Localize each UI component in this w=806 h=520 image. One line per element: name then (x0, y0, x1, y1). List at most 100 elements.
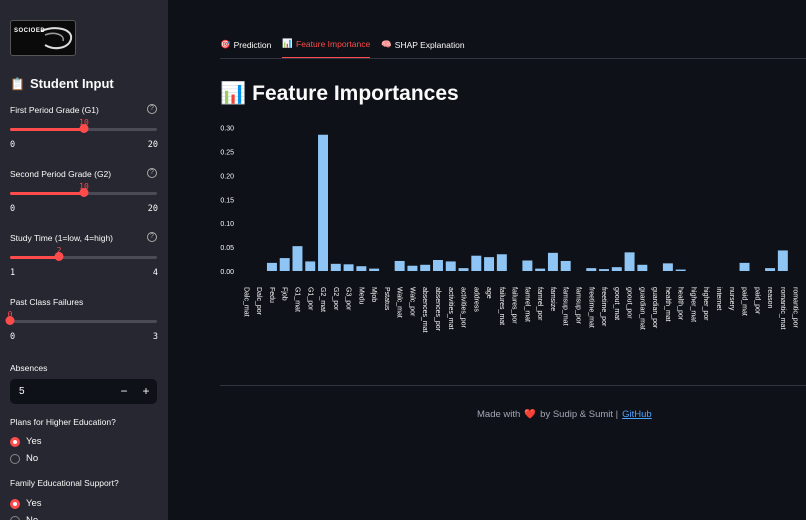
x-tick-label: famsize (549, 287, 556, 311)
slider-track[interactable] (10, 256, 157, 259)
tab-bar: 🎯 Prediction 📊 Feature Importance 🧠 SHAP… (220, 38, 465, 59)
slider-label: First Period Grade (G1) (10, 105, 99, 115)
x-tick-label: famrel_mat (523, 287, 530, 322)
x-tick-label: famrel_por (536, 287, 543, 321)
x-tick-label: G3_por (345, 287, 352, 311)
x-tick-label: failures_mat (498, 287, 505, 325)
chart-bar (305, 261, 316, 271)
radio-selected-icon[interactable] (10, 498, 20, 509)
family-support-no-option[interactable]: No (10, 515, 38, 520)
slider-block: Second Period Grade (G2)? 10 0 20 (10, 168, 158, 229)
help-icon[interactable]: ? (147, 104, 157, 114)
chart-bar (675, 269, 686, 271)
chart-bar (484, 257, 495, 271)
chart-bar (318, 134, 329, 271)
x-tick-label: G1_por (306, 287, 313, 311)
x-tick-label: guardian_mat (638, 287, 645, 330)
chart-bar (292, 246, 303, 271)
slider-min: 0 (10, 140, 16, 150)
x-tick-label: G2_mat (319, 287, 326, 312)
x-tick-label: Fedu (268, 287, 275, 303)
slider-thumb[interactable] (54, 252, 64, 261)
x-tick-label: goout_mat (613, 287, 620, 320)
option-label: Yes (26, 436, 42, 447)
slider-thumb[interactable] (79, 188, 89, 197)
page-title-text: Feature Importances (252, 82, 459, 105)
y-tick-label: 0.05 (220, 245, 234, 252)
slider-block: Past Class Failures 0 0 3 (5, 297, 158, 357)
chart-bar (343, 264, 354, 271)
x-tick-label: address (472, 287, 479, 312)
tab-feature-importance[interactable]: 📊 Feature Importance (282, 38, 371, 59)
help-icon[interactable]: ? (147, 232, 157, 242)
x-tick-label: guardian_por (651, 287, 658, 329)
family-support-yes-option[interactable]: Yes (10, 498, 42, 509)
slider-block: First Period Grade (G1)? 10 0 20 (10, 104, 158, 165)
tab-prediction[interactable]: 🎯 Prediction (220, 38, 271, 59)
slider-max: 20 (147, 204, 158, 214)
sidebar-title: 📋 Student Input (10, 76, 114, 91)
slider-label: Past Class Failures (10, 297, 84, 307)
chart-bar (471, 255, 482, 271)
higher-ed-yes-option[interactable]: Yes (10, 436, 42, 447)
chart-bar (394, 260, 405, 271)
x-tick-label: Dalc_por (255, 287, 262, 316)
chart-bar (765, 268, 776, 271)
x-tick-label: Mjob (370, 287, 377, 302)
x-tick-label: famsup_por (574, 287, 581, 325)
x-tick-label: health_mat (664, 287, 671, 322)
target-icon: 🎯 (220, 39, 231, 49)
x-tick-label: nursery (728, 287, 735, 311)
x-tick-label: goout_por (626, 287, 633, 319)
tab-label: SHAP Explanation (394, 39, 465, 50)
x-tick-label: higher_mat (689, 287, 696, 322)
absences-input[interactable]: 5 − + (10, 379, 157, 404)
chart-bar (407, 265, 418, 271)
higher-ed-no-option[interactable]: No (10, 453, 38, 464)
radio-unselected-icon[interactable] (10, 453, 20, 464)
x-tick-label: Pstatus (383, 287, 390, 311)
chart-bar (496, 254, 507, 271)
chart-bar (522, 260, 533, 271)
chart-bar (420, 264, 431, 271)
absences-value[interactable]: 5 (19, 386, 25, 397)
footer-prefix: Made with (477, 409, 521, 420)
github-link[interactable]: GitHub (622, 409, 652, 420)
y-tick-label: 0.25 (220, 149, 234, 156)
chart-bar (330, 263, 341, 271)
chart-bar (611, 267, 622, 271)
slider-track[interactable] (10, 320, 157, 323)
x-tick-label: G2_por (332, 287, 339, 311)
x-tick-label: romantic_mat (779, 287, 786, 329)
y-tick-label: 0.15 (220, 197, 234, 204)
chart-bar (739, 262, 750, 271)
page-title: 📊 Feature Importances (220, 82, 459, 106)
tab-shap-explanation[interactable]: 🧠 SHAP Explanation (381, 38, 464, 59)
x-tick-label: activities_por (460, 287, 467, 329)
x-tick-label: Walc_mat (396, 287, 403, 318)
slider-value: 0 (7, 310, 13, 319)
higher-ed-question: Plans for Higher Education? (10, 417, 116, 427)
decrement-button[interactable]: − (120, 384, 128, 398)
increment-button[interactable]: + (142, 384, 150, 398)
chart-bar (445, 261, 456, 271)
slider-thumb[interactable] (79, 124, 89, 133)
tab-label: Prediction (233, 39, 272, 50)
slider-thumb[interactable] (5, 316, 15, 325)
radio-unselected-icon[interactable] (10, 515, 20, 520)
help-icon[interactable]: ? (147, 168, 157, 178)
y-tick-label: 0.30 (220, 126, 234, 133)
slider-min: 1 (10, 268, 16, 278)
x-tick-label: Fjob (281, 287, 288, 301)
slider-max: 20 (147, 140, 158, 150)
x-tick-label: reason (766, 287, 773, 309)
x-tick-label: paid_por (753, 287, 760, 315)
bar-chart-icon: 📊 (220, 82, 247, 105)
slider-max: 3 (152, 332, 158, 342)
radio-selected-icon[interactable] (10, 436, 20, 447)
main-content: 🎯 Prediction 📊 Feature Importance 🧠 SHAP… (168, 0, 806, 520)
chart-bar (432, 260, 443, 271)
chart-bar (637, 264, 648, 271)
logo-graphic (40, 27, 73, 50)
y-tick-label: 0.20 (220, 173, 234, 180)
